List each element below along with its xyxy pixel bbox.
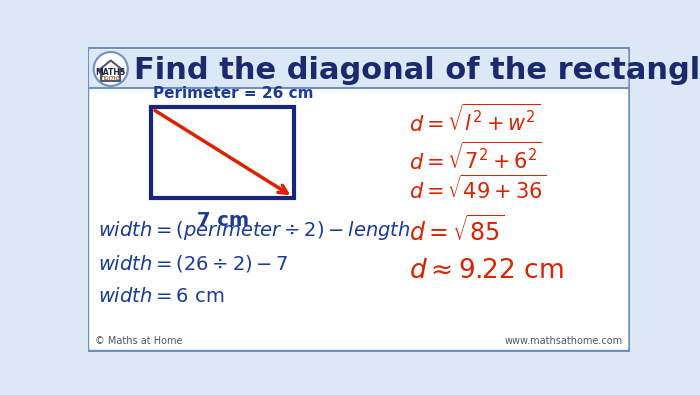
Circle shape [94,52,128,86]
Text: www.mathsathome.com: www.mathsathome.com [504,336,622,346]
Text: $d = \sqrt{l^2 + w^2}$: $d = \sqrt{l^2 + w^2}$ [409,103,540,136]
Text: $width = (perimeter \div 2) - length$: $width = (perimeter \div 2) - length$ [98,219,411,242]
Text: $d \approx 9.22 \ \mathrm{cm}$: $d \approx 9.22 \ \mathrm{cm}$ [409,258,564,284]
Bar [90,50,628,88]
Bar [151,107,295,198]
FancyBboxPatch shape [88,47,630,352]
Text: $d = \sqrt{85}$: $d = \sqrt{85}$ [409,215,505,246]
Text: home: home [101,75,120,81]
Text: Perimeter = 26 cm: Perimeter = 26 cm [153,86,313,101]
Text: Find the diagonal of the rectangle: Find the diagonal of the rectangle [134,56,700,85]
Text: MATHS: MATHS [96,68,126,77]
Text: © Maths at Home: © Maths at Home [95,336,183,346]
Text: $d = \sqrt{7^2 + 6^2}$: $d = \sqrt{7^2 + 6^2}$ [409,141,542,174]
Text: 7 cm: 7 cm [197,211,248,229]
Text: $d = \sqrt{49 + 36}$: $d = \sqrt{49 + 36}$ [409,174,547,203]
Text: $width = 6 \ \mathrm{cm}$: $width = 6 \ \mathrm{cm}$ [98,287,225,306]
Text: $width = (26 \div 2) - 7$: $width = (26 \div 2) - 7$ [98,252,289,273]
